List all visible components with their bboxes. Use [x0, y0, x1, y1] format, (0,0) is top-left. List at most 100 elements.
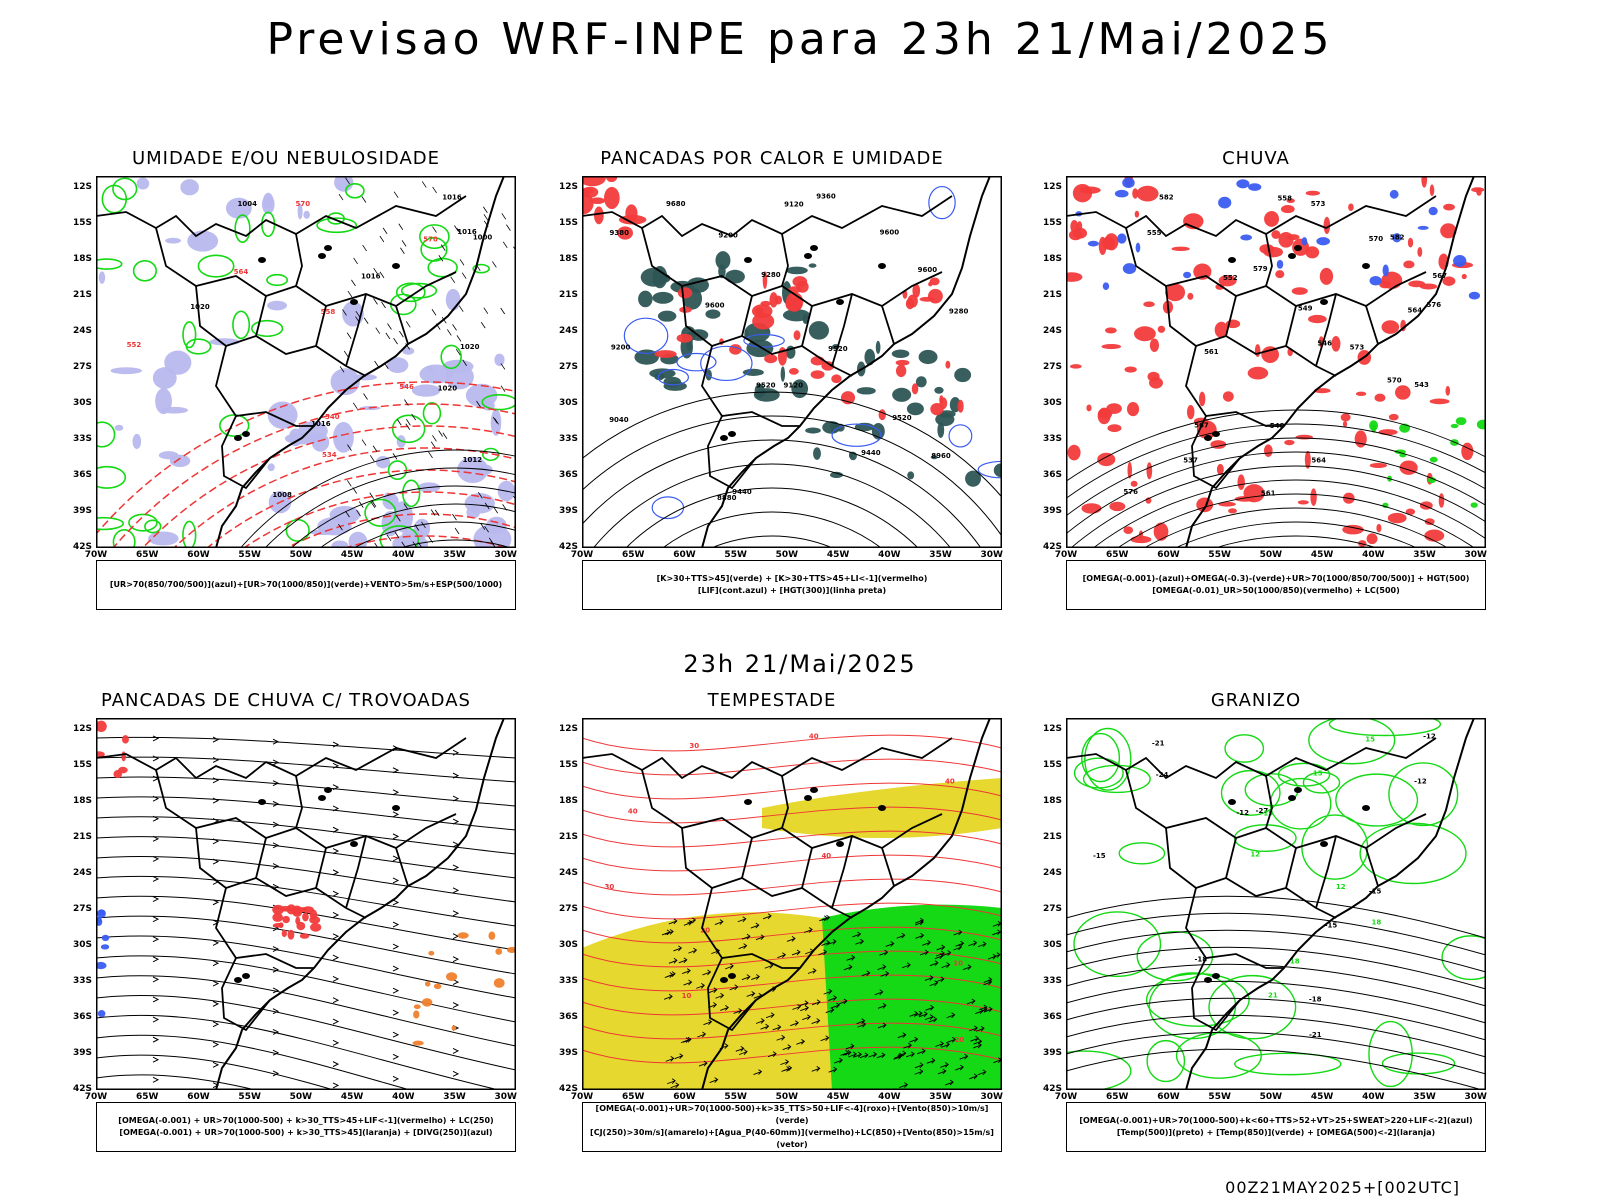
contour-label: 1020 [438, 385, 458, 393]
forecast-map: 1016 1016 1016 1020 1020 1020 1016 1012 1008 1004… [96, 176, 516, 548]
contour-label: -21 [1309, 1031, 1322, 1039]
contour-label: 9440 [861, 449, 881, 457]
lon-tick-label: 45W [1310, 1092, 1334, 1102]
panel-chuva: CHUVA 582 582 579 576 573 570 567 564 561 558 555 5… [1016, 148, 1496, 628]
contour-label: 540 [325, 413, 340, 421]
contour-label: 561 [1204, 348, 1219, 356]
lat-tick-label: 30S [1042, 940, 1062, 950]
lon-tick-label: 35W [1413, 1092, 1436, 1102]
lon-tick-label: 55W [724, 1092, 747, 1102]
lat-tick-label: 15S [558, 218, 578, 228]
panel-legend: [OMEGA(-0.001) + UR>70(1000-500) + k>30_… [96, 1102, 516, 1152]
panel-legend: [UR>70(850/700/500)](azul)+[UR>70(1000/8… [96, 560, 516, 610]
lon-tick-label: 50W [289, 550, 313, 560]
contour-label: 537 [1183, 457, 1198, 465]
contour-label: 9360 [816, 192, 836, 200]
contour-label: -12 [1423, 732, 1436, 740]
legend-line: [OMEGA(-0.001)+UR>70(1000-500)+k<60+TTS>… [1079, 1116, 1473, 1125]
lat-tick-label: 30S [558, 940, 578, 950]
lat-tick-label: 36S [1042, 470, 1062, 480]
lon-tick-label: 55W [1208, 1092, 1231, 1102]
lat-tick-label: 24S [72, 868, 92, 878]
lat-tick-label: 30S [72, 940, 92, 950]
contour-label: 543 [1414, 381, 1429, 389]
panel-legend: [OMEGA(-0.001)+UR>70(1000-500)+k<60+TTS>… [1066, 1102, 1486, 1152]
panel-title: CHUVA [1222, 148, 1290, 169]
lon-tick-label: 50W [775, 1092, 799, 1102]
contour-label: 552 [1223, 274, 1238, 282]
lat-tick-label: 36S [72, 470, 92, 480]
panel-title: TEMPESTADE [707, 690, 837, 711]
contour-label: 9440 [732, 488, 752, 496]
contour-label: 579 [1253, 265, 1268, 273]
contour-label: 12 [1250, 850, 1260, 858]
lat-tick-label: 21S [558, 290, 578, 300]
map-canvas: 582 582 579 576 573 570 567 564 561 558 555 552 549 5… [1066, 176, 1486, 548]
map-canvas [96, 718, 516, 1090]
lat-tick-label: 33S [1042, 976, 1062, 986]
lon-tick-label: 65W [1105, 1092, 1129, 1102]
map-canvas: -12-12-12-15-15-15-18-18-21-21-24-271515… [1066, 718, 1486, 1090]
contour-label: 9120 [784, 200, 804, 208]
contour-label: 9600 [918, 266, 938, 274]
lat-tick-label: 30S [1042, 398, 1062, 408]
lat-tick-label: 15S [558, 760, 578, 770]
contour-label: 9600 [880, 229, 900, 237]
legend-line: [K>30+TTS>45](verde) + [K>30+TTS>45+LI<-… [656, 574, 928, 583]
lon-tick-label: 55W [724, 550, 747, 560]
lat-tick-label: 27S [72, 362, 92, 372]
lon-tick-label: 55W [1208, 550, 1231, 560]
legend-line: [CJ(250)>30m/s](amarelo)+[Agua_P(40-60mm… [590, 1128, 994, 1149]
lon-tick-label: 65W [621, 550, 645, 560]
panel-granizo: GRANIZO -12 -12 -12 -15 -15 -15 -18 -18 -21 -21 -2… [1016, 690, 1496, 1170]
lon-tick-label: 55W [238, 550, 261, 560]
contour-label: 1012 [463, 456, 483, 464]
lat-tick-label: 27S [1042, 362, 1062, 372]
lat-tick-label: 21S [72, 290, 92, 300]
lat-tick-label: 27S [558, 362, 578, 372]
lat-tick-label: 12S [72, 182, 92, 192]
lat-tick-label: 12S [1042, 182, 1062, 192]
lon-tick-label: 30W [494, 550, 517, 560]
contour-label: 546 [399, 383, 414, 391]
lat-tick-label: 27S [1042, 904, 1062, 914]
contour-label: 9380 [610, 229, 630, 237]
lat-tick-label: 24S [1042, 868, 1062, 878]
lat-tick-label: 33S [1042, 434, 1062, 444]
lat-tick-label: 24S [72, 326, 92, 336]
contour-label: 18 [1372, 919, 1382, 927]
contour-label: 8960 [931, 452, 951, 460]
contour-label: 1016 [311, 420, 331, 428]
lat-tick-label: 15S [72, 218, 92, 228]
lon-tick-label: 70W [1054, 550, 1078, 560]
lat-tick-label: 27S [558, 904, 578, 914]
lat-tick-label: 36S [558, 1012, 578, 1022]
contour-label: 9200 [718, 231, 738, 239]
lon-tick-label: 65W [135, 1092, 159, 1102]
legend-line: [Temp(500)](preto) + [Temp(850)](verde) … [1116, 1128, 1436, 1137]
panel-title: UMIDADE E/OU NEBULOSIDADE [131, 148, 441, 169]
contour-label: 9200 [611, 344, 631, 352]
lon-tick-label: 45W [826, 550, 850, 560]
lat-tick-label: 21S [1042, 832, 1062, 842]
contour-label: -21 [1152, 739, 1165, 747]
lon-tick-label: 50W [1259, 550, 1283, 560]
contour-label: -12 [1236, 809, 1249, 817]
lat-tick-label: 12S [1042, 724, 1062, 734]
contour-label: 15 [1263, 809, 1273, 817]
lon-tick-label: 65W [135, 550, 159, 560]
contour-label: 558 [321, 308, 336, 316]
contour-label: 15 [1365, 735, 1375, 743]
contour-label: -18 [1309, 996, 1322, 1004]
contour-label: 8880 [717, 494, 737, 502]
contour-label: 21 [1268, 992, 1278, 1000]
lat-tick-label: 18S [1042, 796, 1062, 806]
contour-label: -18 [1194, 955, 1207, 963]
lon-tick-label: 35W [929, 550, 952, 560]
contour-label: 40 [809, 733, 819, 741]
lon-tick-label: 30W [494, 1092, 517, 1102]
lat-tick-label: 36S [558, 470, 578, 480]
lon-tick-label: 65W [1105, 550, 1129, 560]
contour-label: 12 [1336, 883, 1346, 891]
contour-label: 40 [821, 852, 831, 860]
